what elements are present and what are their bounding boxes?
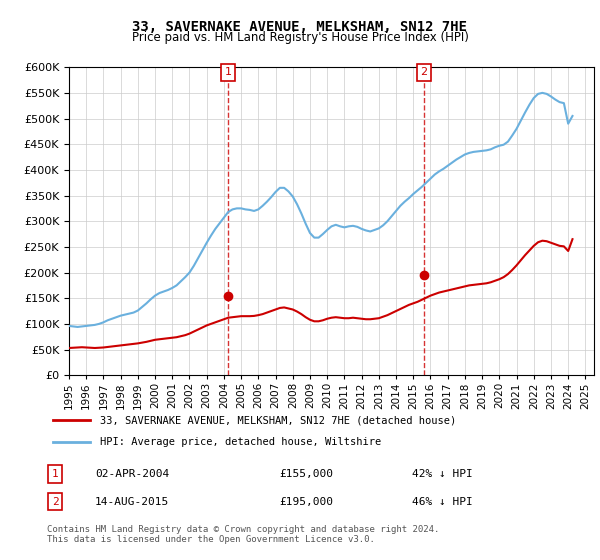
Text: HPI: Average price, detached house, Wiltshire: HPI: Average price, detached house, Wilt… (100, 437, 382, 447)
Text: Price paid vs. HM Land Registry's House Price Index (HPI): Price paid vs. HM Land Registry's House … (131, 31, 469, 44)
Text: 42% ↓ HPI: 42% ↓ HPI (412, 469, 472, 479)
Text: 2: 2 (52, 497, 59, 507)
Text: 33, SAVERNAKE AVENUE, MELKSHAM, SN12 7HE: 33, SAVERNAKE AVENUE, MELKSHAM, SN12 7HE (133, 20, 467, 34)
Text: 46% ↓ HPI: 46% ↓ HPI (412, 497, 472, 507)
Text: 2: 2 (421, 67, 427, 77)
Text: 1: 1 (52, 469, 59, 479)
Text: 1: 1 (225, 67, 232, 77)
Text: 02-APR-2004: 02-APR-2004 (95, 469, 169, 479)
Text: £155,000: £155,000 (280, 469, 334, 479)
Text: 33, SAVERNAKE AVENUE, MELKSHAM, SN12 7HE (detached house): 33, SAVERNAKE AVENUE, MELKSHAM, SN12 7HE… (100, 415, 457, 425)
Text: £195,000: £195,000 (280, 497, 334, 507)
Text: 14-AUG-2015: 14-AUG-2015 (95, 497, 169, 507)
Text: Contains HM Land Registry data © Crown copyright and database right 2024.
This d: Contains HM Land Registry data © Crown c… (47, 525, 440, 544)
